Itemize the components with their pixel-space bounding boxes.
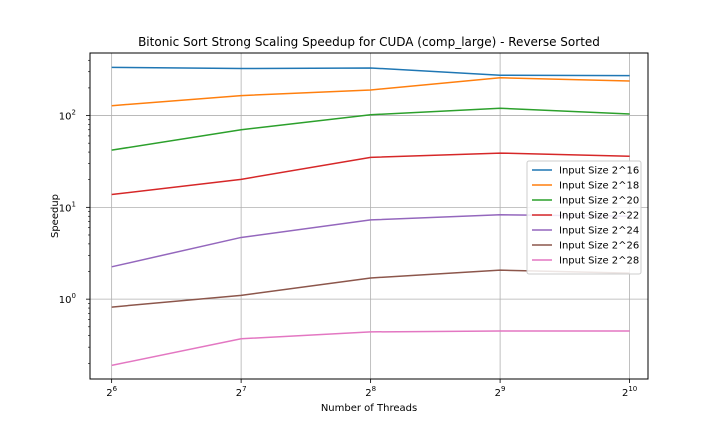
legend-label: Input Size 2^20 [559, 196, 639, 207]
series-line-3 [111, 107, 630, 151]
legend-label: Input Size 2^18 [559, 181, 639, 192]
x-axis-label: Number of Threads [321, 403, 417, 414]
y-tick-label: 100 [59, 292, 76, 306]
legend-box [526, 160, 642, 275]
legend-label: Input Size 2^16 [559, 166, 639, 177]
y-axis-label: Speedup [50, 194, 61, 238]
legend-label: Input Size 2^24 [559, 226, 639, 237]
x-tick-label: 26 [106, 385, 117, 399]
series-line-1 [111, 66, 630, 77]
series-line-4 [111, 152, 630, 196]
y-axis-ticks: 100 101 102 [59, 59, 90, 364]
legend-label: Input Size 2^28 [559, 256, 639, 267]
series-line-7 [111, 330, 630, 367]
x-tick-label: 210 [622, 385, 637, 399]
series-line-2 [111, 76, 630, 107]
legend-label: Input Size 2^26 [559, 241, 639, 252]
legend: Input Size 2^16 Input Size 2^18 Input Size… [526, 160, 642, 275]
x-tick-label: 27 [236, 385, 247, 399]
x-tick-label: 28 [365, 385, 376, 399]
chart-title: Bitonic Sort Strong Scaling Speedup for … [138, 35, 600, 49]
y-tick-label: 101 [59, 200, 76, 214]
x-axis-ticks: 26 27 28 29 210 [106, 379, 637, 399]
legend-label: Input Size 2^22 [559, 211, 639, 222]
x-tick-label: 29 [495, 385, 506, 399]
y-tick-label: 102 [59, 109, 76, 123]
